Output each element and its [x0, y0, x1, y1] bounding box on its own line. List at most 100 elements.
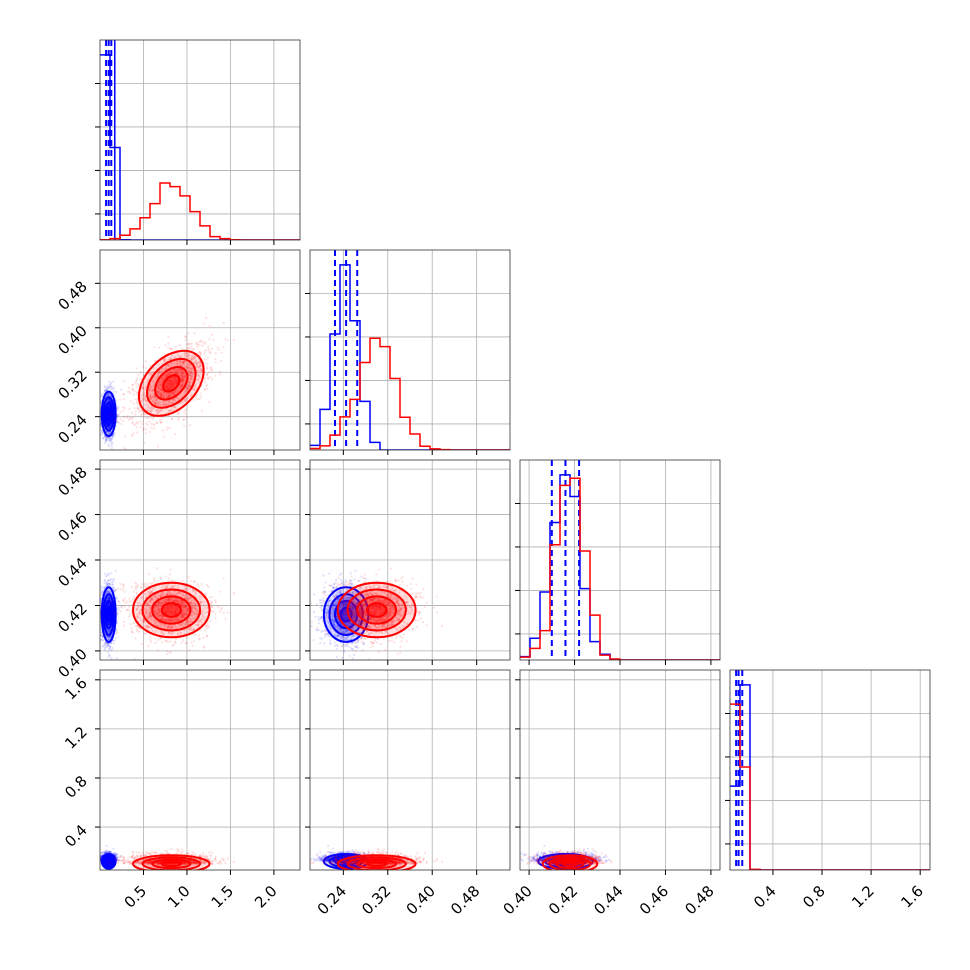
- sample-point: [104, 440, 108, 443]
- sample-point: [220, 351, 223, 354]
- sample-point: [109, 430, 113, 433]
- sample-point: [168, 573, 171, 576]
- sample-point: [207, 377, 210, 380]
- sample-point: [137, 382, 140, 386]
- sample-point: [123, 397, 126, 401]
- sample-point: [102, 639, 105, 642]
- sample-point: [158, 383, 162, 386]
- sample-point: [135, 379, 138, 382]
- sample-point: [199, 392, 202, 395]
- sample-point: [111, 441, 114, 444]
- sample-point: [163, 359, 166, 362]
- sample-point: [189, 377, 192, 381]
- sample-point: [113, 639, 116, 642]
- sample-point: [170, 392, 173, 395]
- sample-point: [107, 405, 111, 408]
- sample-point: [138, 420, 142, 423]
- sample-point: [198, 375, 201, 378]
- sample-point: [141, 398, 145, 401]
- sample-point: [180, 364, 183, 367]
- sample-point: [157, 403, 160, 406]
- sample-point: [144, 366, 147, 369]
- sample-point: [143, 411, 146, 415]
- sample-point: [168, 378, 171, 381]
- sample-point: [136, 401, 139, 405]
- sample-point: [109, 383, 112, 386]
- sample-point: [177, 353, 180, 357]
- sample-point: [189, 374, 192, 377]
- sample-point: [190, 357, 194, 361]
- sample-point: [190, 371, 193, 374]
- sample-point: [154, 637, 157, 640]
- sample-point: [105, 440, 108, 443]
- sample-point: [137, 373, 140, 376]
- sample-point: [183, 335, 187, 338]
- sample-point: [186, 387, 190, 390]
- sample-point: [136, 431, 139, 434]
- sample-point: [135, 367, 138, 370]
- sample-point: [152, 423, 155, 426]
- sample-point: [204, 378, 207, 381]
- sample-point: [175, 378, 178, 381]
- sample-point: [161, 368, 164, 371]
- sample-point: [190, 368, 193, 371]
- sample-point: [119, 610, 122, 613]
- sample-point: [121, 419, 125, 422]
- sample-point: [157, 363, 161, 366]
- sample-point: [170, 417, 174, 420]
- sample-point: [110, 447, 113, 450]
- sample-point: [203, 352, 206, 355]
- sample-point: [151, 395, 154, 398]
- sample-point: [108, 386, 111, 389]
- sample-point: [194, 361, 197, 364]
- sample-point: [163, 396, 166, 399]
- sample-point: [119, 588, 122, 591]
- sample-point: [112, 580, 115, 583]
- sample-point: [167, 336, 170, 339]
- sample-point: [104, 436, 107, 439]
- sample-point: [166, 385, 169, 388]
- sample-point: [190, 374, 193, 378]
- sample-point: [183, 390, 187, 393]
- sample-point: [140, 643, 143, 646]
- sample-point: [179, 374, 182, 377]
- sample-point: [108, 426, 111, 429]
- sample-point: [198, 350, 201, 354]
- sample-point: [145, 403, 149, 406]
- sample-point: [204, 348, 207, 352]
- sample-point: [166, 379, 169, 383]
- sample-point: [115, 418, 119, 422]
- sample-point: [170, 379, 173, 382]
- sample-point: [200, 340, 203, 343]
- sample-point: [160, 369, 163, 373]
- sample-point: [146, 409, 149, 412]
- sample-point: [175, 371, 178, 374]
- sample-point: [166, 379, 170, 382]
- sample-point: [166, 387, 170, 391]
- sample-point: [166, 425, 169, 429]
- sample-point: [174, 368, 177, 371]
- sample-point: [143, 397, 146, 400]
- sample-point: [182, 361, 185, 364]
- sample-point: [152, 385, 155, 389]
- sample-point: [114, 636, 117, 640]
- sample-point: [189, 366, 192, 370]
- sample-point: [172, 368, 176, 371]
- sample-point: [185, 416, 188, 419]
- sample-point: [189, 342, 192, 346]
- sample-point: [175, 388, 178, 391]
- sample-point: [194, 395, 197, 398]
- sample-point: [144, 398, 147, 402]
- sample-point: [104, 389, 108, 392]
- sample-point: [192, 361, 196, 364]
- sample-point: [173, 376, 176, 379]
- sample-point: [135, 391, 138, 394]
- sample-point: [134, 380, 137, 383]
- sample-point: [167, 387, 170, 391]
- sample-point: [194, 355, 197, 358]
- sample-point: [156, 445, 160, 448]
- sample-point: [209, 620, 212, 623]
- sample-point: [176, 413, 179, 416]
- sample-point: [106, 400, 109, 403]
- sample-point: [180, 384, 183, 387]
